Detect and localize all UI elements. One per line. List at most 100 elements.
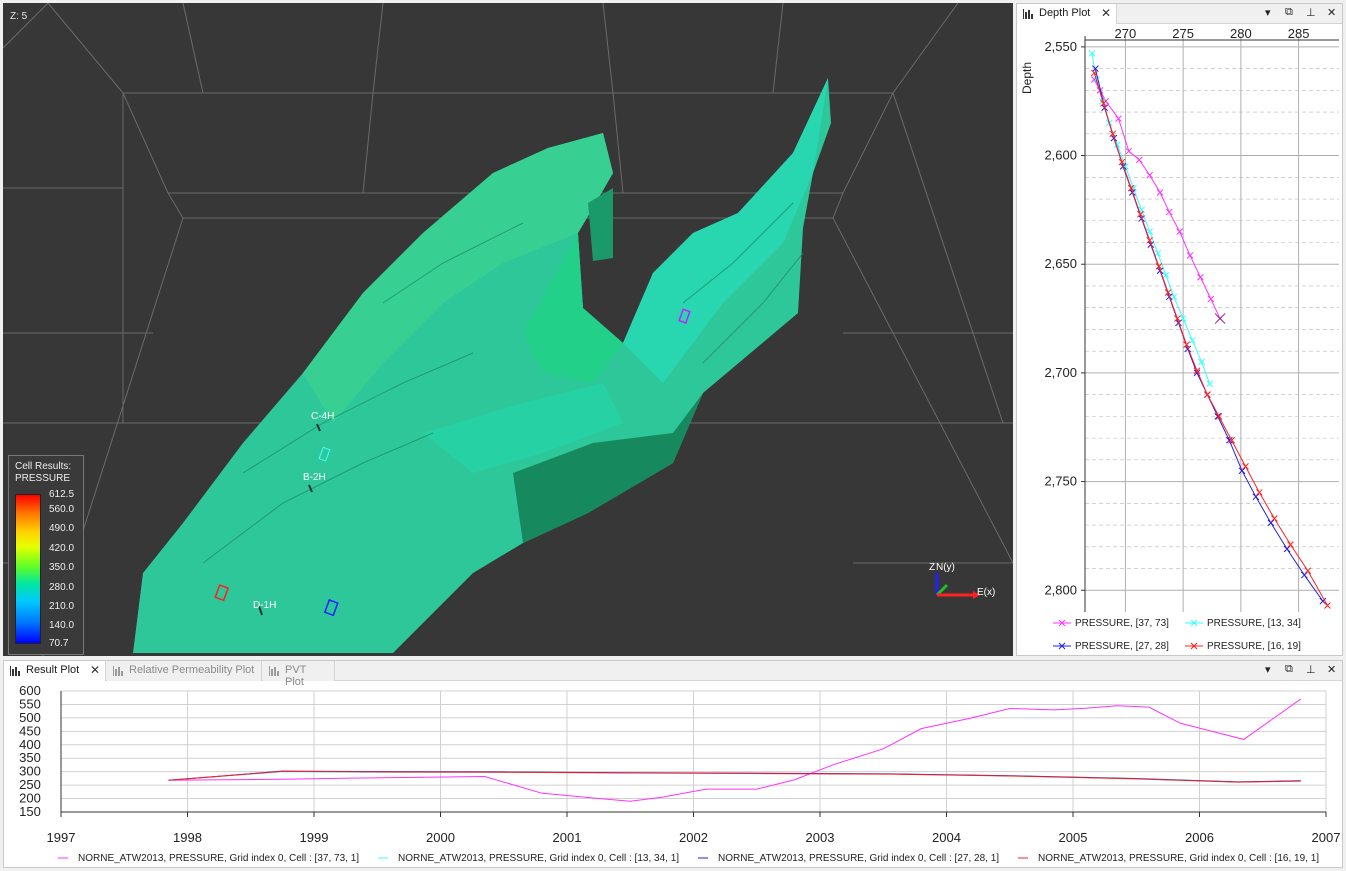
- z-scale-label: Z: 5: [10, 11, 28, 22]
- chart-icon: [113, 666, 123, 676]
- data-point: [1242, 463, 1249, 470]
- data-point: [1162, 271, 1170, 279]
- depth-legend-item[interactable]: PRESSURE, [27, 28]: [1053, 641, 1169, 652]
- y-tick-label: 400: [19, 737, 41, 752]
- series-line: [1091, 53, 1211, 384]
- depth-legend-item[interactable]: PRESSURE, [37, 73]: [1053, 618, 1169, 629]
- data-point: [1125, 147, 1133, 155]
- data-point: [1255, 489, 1263, 496]
- result-plot-panel[interactable]: Result Plot ✕ Relative Permeability Plot…: [3, 660, 1343, 868]
- data-point: [1137, 210, 1144, 218]
- y-tick-label: 350: [19, 750, 41, 765]
- well-label-d1h: D-1H: [253, 600, 277, 611]
- result-legend-item[interactable]: NORNE_ATW2013, PRESSURE, Grid index 0, C…: [58, 853, 360, 864]
- chart-icon: [269, 666, 279, 676]
- x-tick-label: 2005: [1059, 830, 1088, 845]
- 3d-viewer[interactable]: Z: 5 C-4H B-2H D-1H Z N(y) E(x) Cell Res…: [3, 3, 1013, 656]
- tab-pvt-plot[interactable]: PVT Plot: [263, 661, 335, 688]
- data-point: [1127, 184, 1135, 192]
- pin-icon[interactable]: ⊥: [1306, 7, 1316, 19]
- legend-tick: 350.0: [49, 562, 75, 573]
- close-icon[interactable]: ✕: [89, 663, 100, 677]
- float-icon[interactable]: ⧉: [1285, 663, 1293, 675]
- float-icon[interactable]: ⧉: [1285, 6, 1293, 18]
- close-panel-icon[interactable]: ✕: [1327, 7, 1337, 19]
- result-legend-item[interactable]: NORNE_ATW2013, PRESSURE, Grid index 0, C…: [1018, 853, 1320, 864]
- y-tick-label: 550: [19, 696, 41, 711]
- y-tick-label: 2,550: [1044, 39, 1077, 54]
- data-point: [1092, 65, 1099, 72]
- outlier-point: [1214, 313, 1226, 324]
- data-point: [1283, 545, 1291, 553]
- data-point: [1109, 130, 1117, 138]
- result-plot-tabbar: Result Plot ✕ Relative Permeability Plot…: [4, 661, 1342, 688]
- tab-result-plot[interactable]: Result Plot ✕: [4, 661, 106, 681]
- tab-relative-permeability-plot[interactable]: Relative Permeability Plot: [107, 661, 262, 681]
- depth-chart[interactable]: 2,550 2,600 2,650 2,700 2,750 2,800 270 275 280 2…: [1017, 24, 1342, 614]
- data-point: [1287, 541, 1294, 548]
- result-legend-item[interactable]: NORNE_ATW2013, PRESSURE, Grid index 0, C…: [378, 853, 680, 864]
- tab-result-plot-label: Result Plot: [26, 664, 80, 676]
- x-tick-label: 275: [1172, 26, 1194, 41]
- depth-legend-item[interactable]: PRESSURE, [16, 19]: [1185, 641, 1301, 652]
- x-tick-label: 2003: [806, 830, 835, 845]
- x-tick-label: 2002: [679, 830, 708, 845]
- dropdown-icon[interactable]: ▾: [1265, 7, 1271, 19]
- well-markers[interactable]: [214, 308, 691, 617]
- close-icon[interactable]: ✕: [1100, 6, 1111, 20]
- data-point: [1183, 341, 1190, 349]
- data-point: [1301, 571, 1308, 579]
- tab-depth-plot[interactable]: Depth Plot ✕: [1017, 4, 1117, 24]
- depth-legend-item[interactable]: PRESSURE, [13, 34]: [1185, 618, 1301, 629]
- y-tick-label: 2,750: [1044, 474, 1077, 489]
- y-tick-label: 600: [19, 683, 41, 698]
- y-tick-label: 2,800: [1044, 582, 1077, 597]
- data-point: [1090, 69, 1098, 77]
- data-point: [1189, 336, 1196, 344]
- data-point: [1146, 171, 1154, 179]
- data-point: [1165, 208, 1173, 216]
- depth-plot-panel[interactable]: Depth Plot ✕ ▾ ⧉ ⊥ ✕ 2,550 2,600 2,650 2,70…: [1016, 3, 1343, 656]
- x-tick-label: 2000: [426, 830, 455, 845]
- x-tick-label: 280: [1230, 26, 1252, 41]
- legend-tick: 140.0: [49, 620, 75, 631]
- data-point: [1206, 380, 1214, 388]
- y-tick-label: 250: [19, 777, 41, 792]
- tab-pvt-plot-label: PVT Plot: [285, 664, 307, 688]
- data-point: [1154, 250, 1162, 257]
- x-tick-label: 1998: [173, 830, 202, 845]
- reservoir-model[interactable]: [133, 78, 831, 653]
- 3d-scene[interactable]: [3, 3, 1013, 656]
- data-point: [1193, 367, 1201, 375]
- axis-z-label: Z: [929, 562, 936, 573]
- y-tick-label: 500: [19, 710, 41, 725]
- data-point: [1115, 115, 1122, 122]
- legend-tick: 420.0: [49, 543, 75, 554]
- close-panel-icon[interactable]: ✕: [1327, 664, 1337, 676]
- data-point: [1164, 289, 1172, 296]
- x-tick-label: 2001: [553, 830, 582, 845]
- series-line: [1093, 79, 1221, 319]
- data-point: [1324, 602, 1331, 609]
- axis-e-label: E(x): [977, 587, 996, 598]
- x-tick-label: 2007: [1312, 830, 1341, 845]
- series-line: [168, 770, 1301, 783]
- axis-gizmo: [935, 573, 980, 599]
- dropdown-icon[interactable]: ▾: [1265, 664, 1271, 676]
- y-tick-label: 300: [19, 764, 41, 779]
- x-tick-label: 285: [1288, 26, 1310, 41]
- data-point: [1146, 236, 1154, 244]
- x-tick-label: 2004: [932, 830, 961, 845]
- pin-icon[interactable]: ⊥: [1306, 664, 1316, 676]
- data-point: [1156, 189, 1164, 196]
- x-tick-label: 2006: [1185, 830, 1214, 845]
- y-axis-label: Depth: [1020, 62, 1034, 94]
- chart-icon: [10, 666, 20, 676]
- data-point: [1088, 50, 1096, 57]
- data-point: [1228, 436, 1235, 444]
- data-point: [1184, 345, 1192, 353]
- result-legend-item[interactable]: NORNE_ATW2013, PRESSURE, Grid index 0, C…: [698, 853, 1000, 864]
- data-point: [1198, 358, 1205, 366]
- data-point: [1118, 158, 1126, 166]
